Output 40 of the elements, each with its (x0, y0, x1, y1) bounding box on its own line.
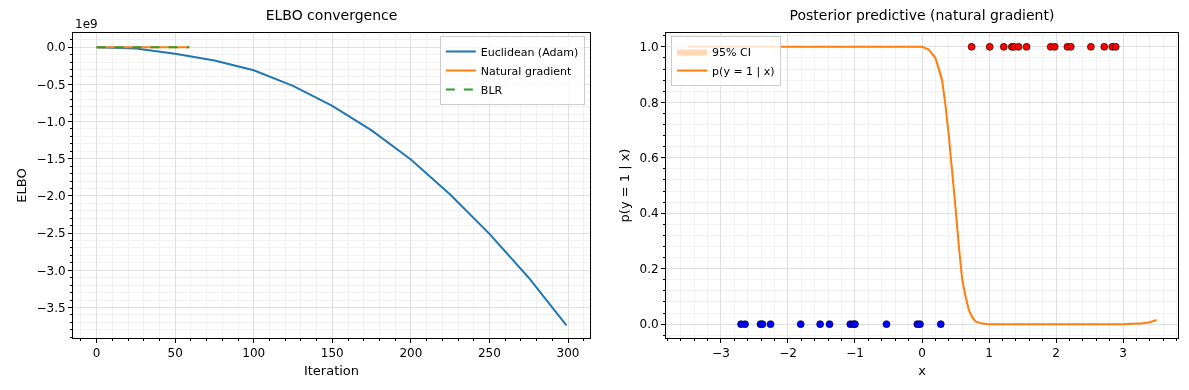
x-tick-label: −1 (846, 346, 864, 361)
x-tick-label: −3 (712, 346, 730, 361)
legend-label: BLR (480, 83, 503, 97)
x-tick-label: 1 (985, 346, 993, 361)
x-tick-label: 300 (556, 346, 580, 361)
y-tick-label: −0.5 (36, 77, 66, 92)
x-tick-label: −2 (779, 346, 797, 361)
legend-label: p(y = 1 | x) (712, 64, 775, 78)
y-tick-label: −2.0 (36, 189, 66, 204)
y-tick-label: −1.0 (36, 114, 66, 129)
text: 1e9 (75, 17, 98, 31)
chart-title: Posterior predictive (natural gradient) (789, 6, 1055, 23)
x-tick-label: 2 (1052, 346, 1060, 361)
y-axis-title: ELBO (14, 168, 30, 203)
legend-label: Natural gradient (480, 64, 572, 78)
x-tick-label: 50 (167, 346, 183, 361)
y-tick-label: 0.2 (639, 261, 659, 276)
x-tick-label: 0 (918, 346, 926, 361)
y-tick-label: 1.0 (639, 40, 659, 55)
x-tick-label: 3 (1119, 346, 1127, 361)
y-tick-label: −1.5 (36, 151, 66, 166)
y-axis-title: p(y = 1 | x) (617, 148, 633, 223)
y-tick-label: 0.8 (639, 95, 659, 110)
x-tick-label: 200 (399, 346, 423, 361)
y-tick-label: −3.0 (36, 263, 66, 278)
x-tick-label: 0 (92, 346, 101, 361)
x-tick-label: 150 (320, 346, 344, 361)
legend-label: Euclidean (Adam) (480, 45, 579, 59)
x-axis-title: x (918, 363, 927, 378)
legend-label: 95% CI (712, 45, 751, 59)
x-tick-label: 100 (242, 346, 266, 361)
y-tick-label: 0.0 (639, 317, 659, 332)
x-tick-label: 250 (477, 346, 501, 361)
y-tick-label: 0.6 (639, 150, 659, 165)
y-tick-label: −3.5 (36, 300, 66, 315)
y-tick-label: −2.5 (36, 226, 66, 241)
y-tick-label: 0.4 (639, 206, 659, 221)
chart-title: ELBO convergence (265, 6, 398, 23)
y-tick-label: 0.0 (46, 40, 66, 55)
x-axis-title: Iteration (303, 363, 360, 378)
